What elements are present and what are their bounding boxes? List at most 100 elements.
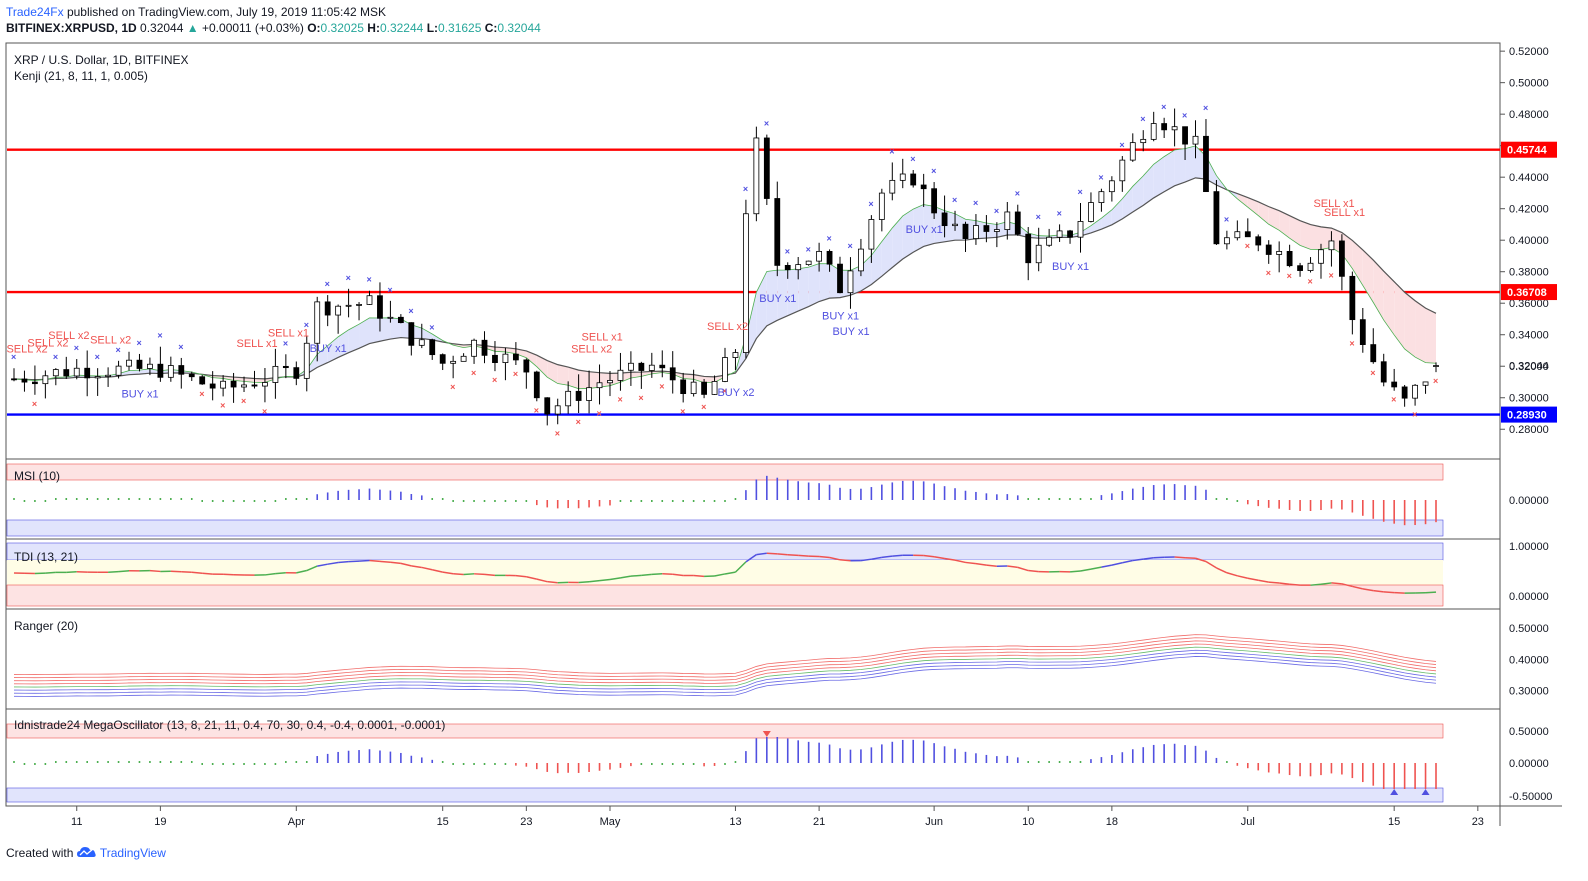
candle-body[interactable] bbox=[680, 379, 687, 395]
candle-body[interactable] bbox=[1297, 265, 1303, 271]
candle-body[interactable] bbox=[230, 380, 237, 388]
candle-body[interactable] bbox=[993, 229, 1000, 232]
candle-body[interactable] bbox=[638, 362, 645, 371]
candle-body[interactable] bbox=[1286, 250, 1293, 267]
candle-body[interactable] bbox=[167, 365, 174, 378]
candle-body[interactable] bbox=[126, 359, 132, 367]
candle-body[interactable] bbox=[889, 179, 896, 194]
candle-body[interactable] bbox=[847, 270, 854, 294]
candle-body[interactable] bbox=[94, 376, 101, 379]
candle-body[interactable] bbox=[1046, 236, 1053, 246]
candle-body[interactable] bbox=[732, 352, 739, 358]
candle-body[interactable] bbox=[1244, 231, 1251, 238]
candle-body[interactable] bbox=[941, 212, 948, 227]
candle-body[interactable] bbox=[84, 367, 91, 379]
candle-body[interactable] bbox=[1265, 244, 1272, 255]
candle-body[interactable] bbox=[931, 188, 938, 214]
candle-body[interactable] bbox=[1391, 381, 1398, 388]
candle-body[interactable] bbox=[1338, 240, 1345, 277]
candle-body[interactable] bbox=[366, 295, 373, 305]
candle-body[interactable] bbox=[439, 354, 446, 364]
candle-body[interactable] bbox=[241, 384, 247, 388]
candle-body[interactable] bbox=[722, 357, 728, 382]
candle-body[interactable] bbox=[335, 305, 342, 316]
candle-body[interactable] bbox=[73, 367, 80, 377]
candle-body[interactable] bbox=[1370, 344, 1377, 363]
candle-body[interactable] bbox=[743, 213, 749, 353]
candle-body[interactable] bbox=[1108, 180, 1115, 193]
publisher-name[interactable]: Trade24Fx bbox=[6, 5, 64, 19]
candle-body[interactable] bbox=[868, 219, 875, 250]
candle-body[interactable] bbox=[429, 339, 436, 356]
candle-body[interactable] bbox=[408, 322, 415, 346]
candle-body[interactable] bbox=[512, 353, 519, 361]
candle-body[interactable] bbox=[669, 367, 676, 381]
candle-body[interactable] bbox=[878, 192, 885, 220]
candle-body[interactable] bbox=[188, 373, 195, 378]
candle-body[interactable] bbox=[282, 365, 289, 369]
candle-body[interactable] bbox=[544, 397, 551, 415]
candle-body[interactable] bbox=[826, 250, 833, 265]
candle-body[interactable] bbox=[575, 390, 582, 401]
candle-body[interactable] bbox=[251, 384, 258, 387]
candle-body[interactable] bbox=[659, 364, 666, 369]
candle-body[interactable] bbox=[1150, 123, 1157, 140]
candle-body[interactable] bbox=[1140, 138, 1147, 144]
candle-body[interactable] bbox=[220, 380, 227, 389]
candle-body[interactable] bbox=[1014, 211, 1021, 235]
candle-body[interactable] bbox=[1004, 211, 1011, 230]
candle-body[interactable] bbox=[1182, 126, 1188, 145]
candle-body[interactable] bbox=[1349, 275, 1356, 321]
candle-body[interactable] bbox=[1359, 319, 1366, 345]
candle-body[interactable] bbox=[554, 405, 561, 415]
candle-body[interactable] bbox=[784, 264, 791, 271]
candle-body[interactable] bbox=[178, 365, 185, 375]
candle-body[interactable] bbox=[1213, 191, 1220, 245]
candle-body[interactable] bbox=[1192, 135, 1199, 145]
candle-body[interactable] bbox=[1171, 126, 1178, 131]
candle-body[interactable] bbox=[115, 365, 122, 376]
candle-body[interactable] bbox=[1129, 142, 1136, 161]
candle-body[interactable] bbox=[1223, 237, 1230, 245]
candle-body[interactable] bbox=[1380, 361, 1387, 383]
candle-body[interactable] bbox=[63, 369, 70, 377]
candle-body[interactable] bbox=[973, 225, 979, 239]
candle-body[interactable] bbox=[1119, 159, 1126, 182]
candle-body[interactable] bbox=[42, 375, 49, 385]
candle-body[interactable] bbox=[533, 371, 540, 399]
candle-body[interactable] bbox=[481, 339, 488, 356]
candle-body[interactable] bbox=[795, 264, 802, 271]
candle-body[interactable] bbox=[502, 353, 509, 364]
candle-body[interactable] bbox=[1433, 365, 1439, 367]
candle-body[interactable] bbox=[471, 339, 477, 357]
candle-body[interactable] bbox=[32, 381, 38, 385]
candle-body[interactable] bbox=[565, 390, 572, 407]
candle-body[interactable] bbox=[1276, 250, 1283, 255]
candle-body[interactable] bbox=[1035, 244, 1042, 264]
candle-body[interactable] bbox=[627, 362, 634, 371]
candle-body[interactable] bbox=[983, 225, 990, 232]
candle-body[interactable] bbox=[11, 378, 17, 381]
candle-body[interactable] bbox=[1203, 135, 1209, 193]
candle-body[interactable] bbox=[199, 376, 206, 385]
candle-body[interactable] bbox=[387, 316, 394, 319]
candle-body[interactable] bbox=[607, 380, 613, 384]
candle-body[interactable] bbox=[858, 248, 864, 272]
candle-body[interactable] bbox=[1318, 249, 1324, 264]
candle-body[interactable] bbox=[52, 369, 59, 377]
candle-body[interactable] bbox=[345, 304, 352, 307]
candle-body[interactable] bbox=[763, 137, 770, 199]
candle-body[interactable] bbox=[910, 173, 917, 186]
candle-body[interactable] bbox=[136, 359, 143, 369]
candle-body[interactable] bbox=[1401, 386, 1408, 399]
candle-body[interactable] bbox=[157, 363, 164, 378]
candle-body[interactable] bbox=[397, 316, 404, 324]
candle-body[interactable] bbox=[586, 387, 592, 401]
candle-body[interactable] bbox=[303, 342, 310, 379]
candle-body[interactable] bbox=[450, 360, 457, 364]
candle-body[interactable] bbox=[418, 339, 425, 346]
candle-body[interactable] bbox=[837, 263, 843, 294]
candle-body[interactable] bbox=[805, 260, 812, 266]
candle-body[interactable] bbox=[1088, 202, 1094, 222]
